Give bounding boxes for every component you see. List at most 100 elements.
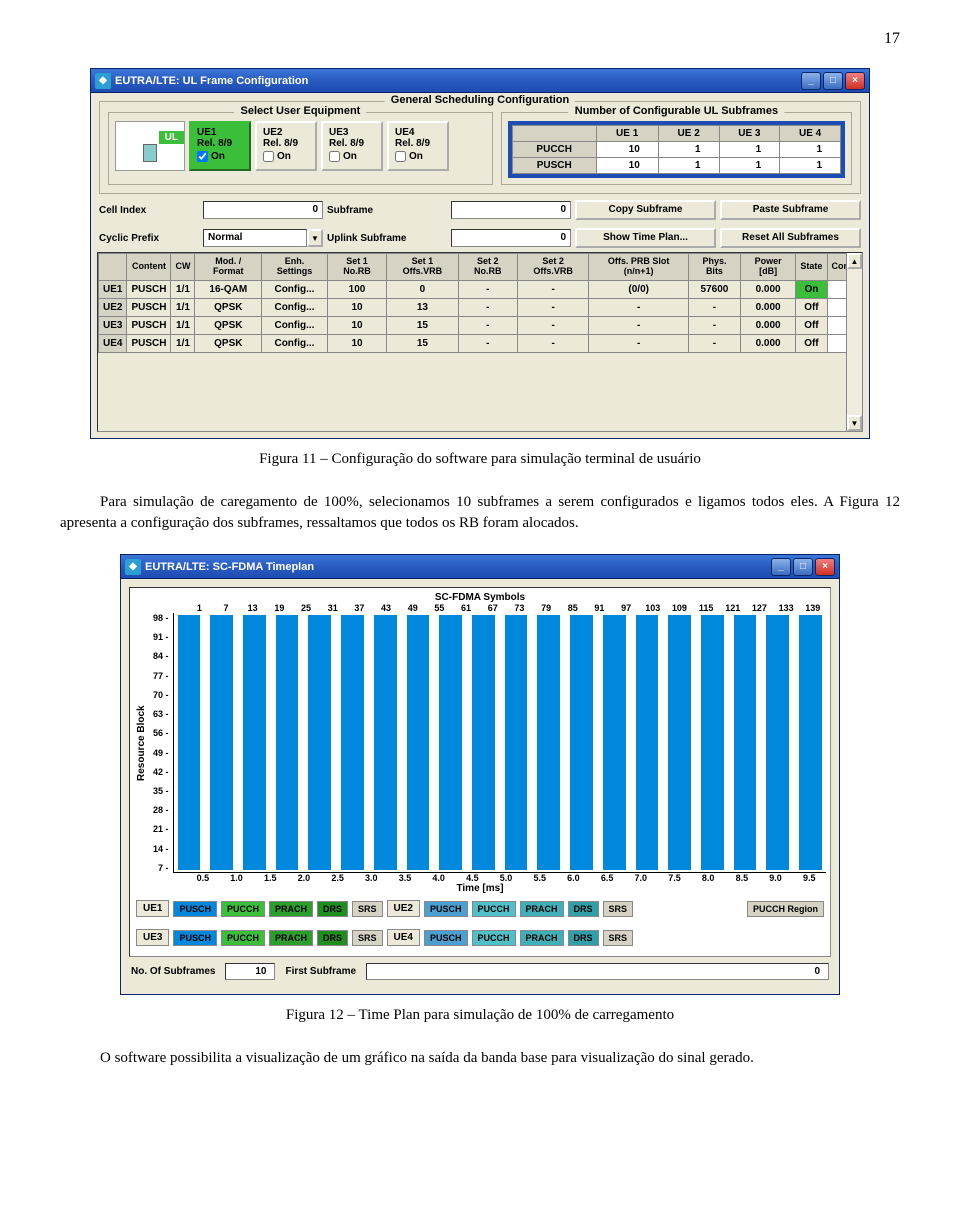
show-timeplan-button[interactable]: Show Time Plan... [575, 228, 716, 248]
copy-subframe-button[interactable]: Copy Subframe [575, 200, 716, 220]
s1off-cell[interactable]: 15 [387, 334, 458, 352]
mod-cell[interactable]: 16-QAM [195, 280, 262, 298]
cell-index-input[interactable]: 0 [203, 201, 323, 219]
s1off-cell[interactable]: 0 [387, 280, 458, 298]
ue-tab[interactable]: UE2 Rel. 8/9 On [255, 121, 317, 171]
ue-tab[interactable]: UE3 Rel. 8/9 On [321, 121, 383, 171]
maximize-icon[interactable]: □ [793, 558, 813, 576]
sf-cell[interactable]: 1 [780, 158, 841, 174]
legend-ue-label: UE4 [387, 929, 420, 946]
plot-title: SC-FDMA Symbols [134, 592, 826, 603]
sf-cell[interactable]: 10 [596, 142, 658, 158]
minimize-icon[interactable]: _ [801, 72, 821, 90]
s1off-cell[interactable]: 15 [387, 316, 458, 334]
first-subframe-input[interactable]: 0 [366, 963, 829, 980]
x-tick: 0.5 [186, 873, 220, 883]
content-cell[interactable]: PUSCH [127, 334, 171, 352]
mod-cell[interactable]: QPSK [195, 334, 262, 352]
cfg-header: Offs. PRB Slot (n/n+1) [589, 254, 689, 281]
scroll-up-icon[interactable]: ▲ [847, 253, 862, 269]
maximize-icon[interactable]: □ [823, 72, 843, 90]
cw-cell[interactable]: 1/1 [171, 334, 195, 352]
x-tick: 1.5 [253, 873, 287, 883]
bits-cell[interactable]: - [689, 316, 741, 334]
pwr-cell[interactable]: 0.000 [740, 334, 796, 352]
cw-cell[interactable]: 1/1 [171, 280, 195, 298]
s1rb-cell[interactable]: 10 [327, 298, 386, 316]
mod-cell[interactable]: QPSK [195, 316, 262, 334]
pwr-cell[interactable]: 0.000 [740, 298, 796, 316]
ue-on-checkbox[interactable] [329, 151, 340, 162]
titlebar[interactable]: ◆ EUTRA/LTE: SC-FDMA Timeplan _ □ × [121, 555, 839, 579]
s2rb-cell[interactable]: - [458, 316, 517, 334]
scroll-down-icon[interactable]: ▼ [847, 415, 862, 431]
paste-subframe-button[interactable]: Paste Subframe [720, 200, 861, 220]
uplink-subframe-input[interactable]: 0 [451, 229, 571, 247]
s2off-cell[interactable]: - [517, 316, 588, 334]
cw-cell[interactable]: 1/1 [171, 316, 195, 334]
s1rb-cell[interactable]: 10 [327, 334, 386, 352]
sf-cell[interactable]: 1 [658, 158, 719, 174]
titlebar[interactable]: ◆ EUTRA/LTE: UL Frame Configuration _ □ … [91, 69, 869, 93]
plot-bars [173, 613, 826, 873]
reset-subframes-button[interactable]: Reset All Subframes [720, 228, 861, 248]
ue-on-checkbox[interactable] [197, 151, 208, 162]
subframe-input[interactable]: 0 [451, 201, 571, 219]
close-icon[interactable]: × [845, 72, 865, 90]
enh-cell[interactable]: Config... [262, 316, 328, 334]
s2off-cell[interactable]: - [517, 280, 588, 298]
s1rb-cell[interactable]: 10 [327, 316, 386, 334]
content-cell[interactable]: PUSCH [127, 316, 171, 334]
state-cell[interactable]: On [796, 280, 827, 298]
bits-cell[interactable]: - [689, 298, 741, 316]
content-cell[interactable]: PUSCH [127, 298, 171, 316]
state-cell[interactable]: Off [796, 298, 827, 316]
bits-cell[interactable]: 57600 [689, 280, 741, 298]
sf-cell[interactable]: 10 [596, 158, 658, 174]
close-icon[interactable]: × [815, 558, 835, 576]
s1off-cell[interactable]: 13 [387, 298, 458, 316]
page-number: 17 [60, 30, 900, 48]
prb-cell[interactable]: (0/0) [589, 280, 689, 298]
ue-tab[interactable]: UE1 Rel. 8/9 On [189, 121, 251, 171]
s2rb-cell[interactable]: - [458, 334, 517, 352]
mod-cell[interactable]: QPSK [195, 298, 262, 316]
nsub-input[interactable]: 10 [225, 963, 275, 980]
sf-cell[interactable]: 1 [719, 158, 780, 174]
sf-cell[interactable]: 1 [658, 142, 719, 158]
ue-name: UE2 [263, 127, 309, 138]
prb-cell[interactable]: - [589, 334, 689, 352]
scrollbar[interactable]: ▲ ▼ [846, 253, 862, 431]
enh-cell[interactable]: Config... [262, 280, 328, 298]
bits-cell[interactable]: - [689, 334, 741, 352]
ue-tab[interactable]: UE4 Rel. 8/9 On [387, 121, 449, 171]
prb-cell[interactable]: - [589, 298, 689, 316]
y-tick: 63 - [153, 709, 169, 719]
s2rb-cell[interactable]: - [458, 280, 517, 298]
s1rb-cell[interactable]: 100 [327, 280, 386, 298]
content-cell[interactable]: PUSCH [127, 280, 171, 298]
sf-cell[interactable]: 1 [780, 142, 841, 158]
s2off-cell[interactable]: - [517, 334, 588, 352]
ue-on-checkbox[interactable] [395, 151, 406, 162]
pwr-cell[interactable]: 0.000 [740, 316, 796, 334]
pwr-cell[interactable]: 0.000 [740, 280, 796, 298]
prb-cell[interactable]: - [589, 316, 689, 334]
resource-bar [701, 615, 724, 870]
chevron-down-icon[interactable]: ▼ [307, 229, 323, 247]
state-cell[interactable]: Off [796, 316, 827, 334]
minimize-icon[interactable]: _ [771, 558, 791, 576]
ue-on-checkbox[interactable] [263, 151, 274, 162]
resource-bar [505, 615, 528, 870]
sf-cell[interactable]: 1 [719, 142, 780, 158]
cyclic-prefix-select[interactable]: Normal ▼ [203, 229, 323, 247]
s2rb-cell[interactable]: - [458, 298, 517, 316]
cw-cell[interactable]: 1/1 [171, 298, 195, 316]
state-cell[interactable]: Off [796, 334, 827, 352]
resource-bar [603, 615, 626, 870]
s2off-cell[interactable]: - [517, 298, 588, 316]
enh-cell[interactable]: Config... [262, 334, 328, 352]
table-row: UE2 PUSCH 1/1 QPSK Config... 10 13 - - -… [99, 298, 862, 316]
sf-header [512, 126, 596, 142]
enh-cell[interactable]: Config... [262, 298, 328, 316]
